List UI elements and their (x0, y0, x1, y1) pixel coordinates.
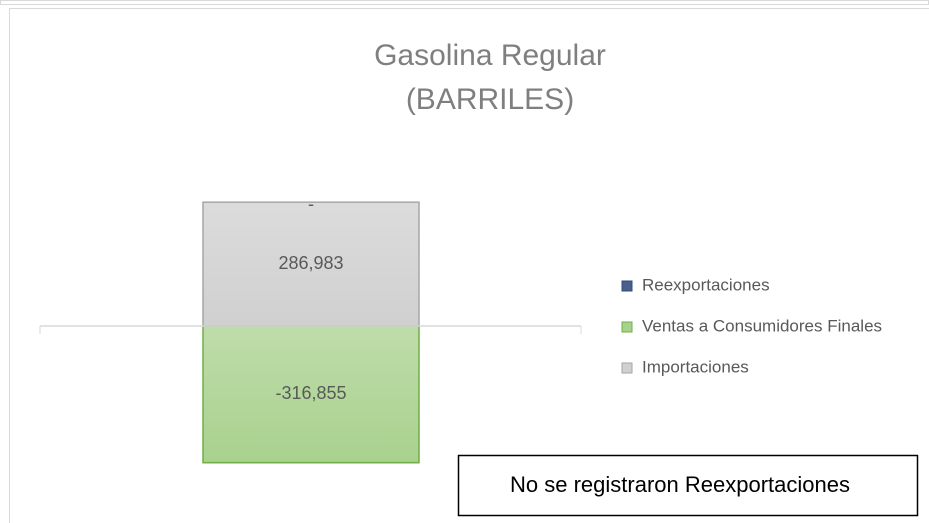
annotation: No se registraron Reexportaciones (510, 472, 850, 497)
chart-subtitle: (BARRILES) (406, 83, 574, 116)
data-label: -316,855 (275, 383, 346, 403)
bar-segment (202, 201, 420, 327)
chart-title: Gasolina Regular (374, 39, 606, 72)
legend-label: Ventas a Consumidores Finales (642, 316, 882, 335)
data-label: 286,983 (278, 253, 343, 273)
legend-label: Reexportaciones (642, 275, 770, 294)
annotation-box (457, 454, 919, 517)
bar-segment (202, 325, 420, 464)
legend-swatch (621, 280, 633, 292)
legend-label: Importaciones (642, 357, 749, 376)
frame-top (0, 0, 929, 5)
data-label: - (308, 194, 314, 214)
legend-swatch (621, 362, 633, 374)
legend-swatch (621, 321, 633, 333)
